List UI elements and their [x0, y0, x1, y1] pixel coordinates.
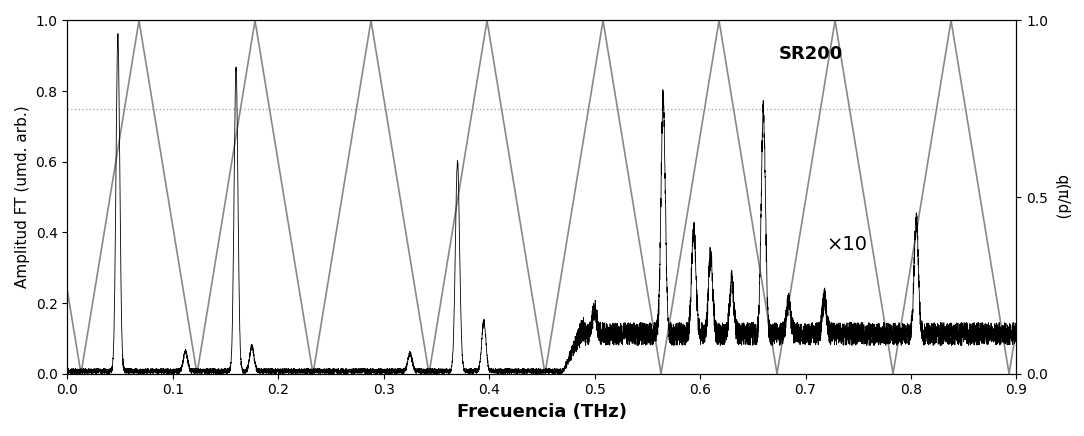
Y-axis label: q(π/d): q(π/d) [1054, 174, 1069, 220]
Y-axis label: Amplitud FT (umd. arb.): Amplitud FT (umd. arb.) [15, 106, 30, 289]
Text: SR200: SR200 [779, 45, 843, 63]
Text: ×10: ×10 [827, 235, 867, 254]
X-axis label: Frecuencia (THz): Frecuencia (THz) [456, 403, 627, 421]
